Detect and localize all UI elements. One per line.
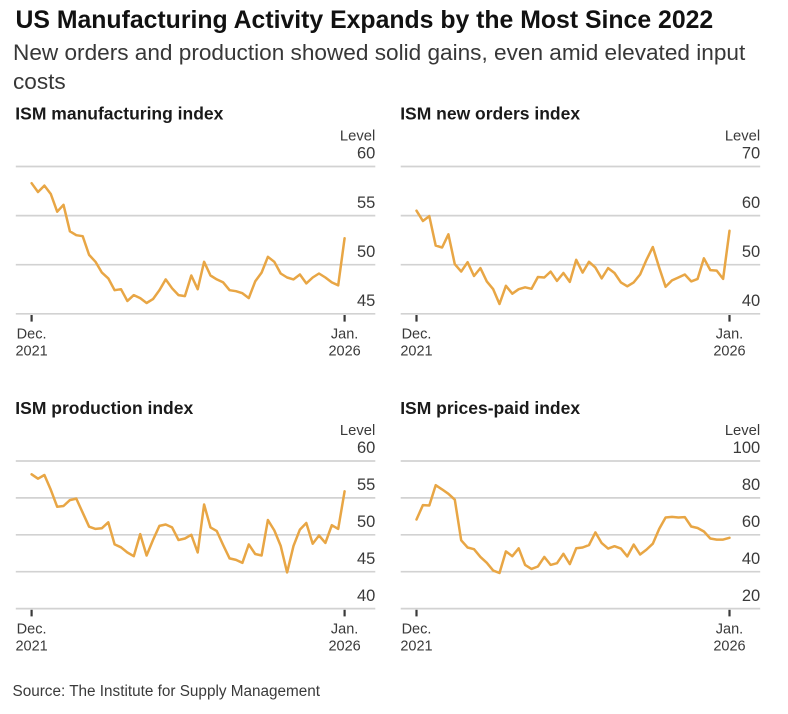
svg-text:70: 70 — [742, 145, 760, 163]
svg-text:ISM new orders index: ISM new orders index — [400, 104, 580, 124]
svg-text:ISM manufacturing index: ISM manufacturing index — [15, 104, 223, 124]
svg-text:Source: The Institute for Supp: Source: The Institute for Supply Managem… — [13, 683, 321, 700]
svg-text:Level: Level — [725, 423, 760, 439]
svg-text:US Manufacturing Activity Expa: US Manufacturing Activity Expands by the… — [16, 7, 714, 34]
svg-text:2021: 2021 — [15, 344, 47, 360]
svg-text:2021: 2021 — [400, 639, 432, 655]
svg-text:40: 40 — [742, 550, 760, 568]
svg-text:Jan.: Jan. — [716, 327, 743, 343]
svg-text:60: 60 — [742, 194, 760, 212]
svg-text:55: 55 — [357, 476, 375, 494]
svg-text:Level: Level — [340, 423, 375, 439]
svg-text:2026: 2026 — [328, 639, 360, 655]
svg-text:2026: 2026 — [328, 344, 360, 360]
svg-text:45: 45 — [357, 550, 375, 568]
svg-text:Dec.: Dec. — [17, 622, 47, 638]
svg-text:55: 55 — [357, 194, 375, 212]
svg-text:60: 60 — [742, 513, 760, 531]
svg-text:40: 40 — [357, 587, 375, 605]
svg-text:2021: 2021 — [15, 639, 47, 655]
svg-text:Jan.: Jan. — [331, 622, 358, 638]
svg-text:2021: 2021 — [400, 344, 432, 360]
svg-text:Level: Level — [340, 128, 375, 144]
svg-text:Dec.: Dec. — [402, 327, 432, 343]
svg-text:2026: 2026 — [713, 344, 745, 360]
svg-text:45: 45 — [357, 292, 375, 310]
svg-text:ISM prices-paid index: ISM prices-paid index — [400, 398, 580, 418]
svg-text:50: 50 — [357, 243, 375, 261]
svg-text:60: 60 — [357, 439, 375, 457]
svg-text:ISM production index: ISM production index — [15, 398, 193, 418]
svg-text:Level: Level — [725, 128, 760, 144]
svg-text:costs: costs — [13, 69, 66, 94]
svg-text:40: 40 — [742, 292, 760, 310]
svg-text:100: 100 — [733, 439, 761, 457]
svg-text:Dec.: Dec. — [402, 622, 432, 638]
svg-text:New orders and production show: New orders and production showed solid g… — [13, 40, 746, 65]
svg-text:Jan.: Jan. — [331, 327, 358, 343]
svg-text:50: 50 — [357, 513, 375, 531]
svg-text:20: 20 — [742, 587, 760, 605]
svg-text:2026: 2026 — [713, 639, 745, 655]
svg-text:Jan.: Jan. — [716, 622, 743, 638]
svg-text:60: 60 — [357, 145, 375, 163]
svg-text:Dec.: Dec. — [17, 327, 47, 343]
svg-text:80: 80 — [742, 476, 760, 494]
svg-text:50: 50 — [742, 243, 760, 261]
